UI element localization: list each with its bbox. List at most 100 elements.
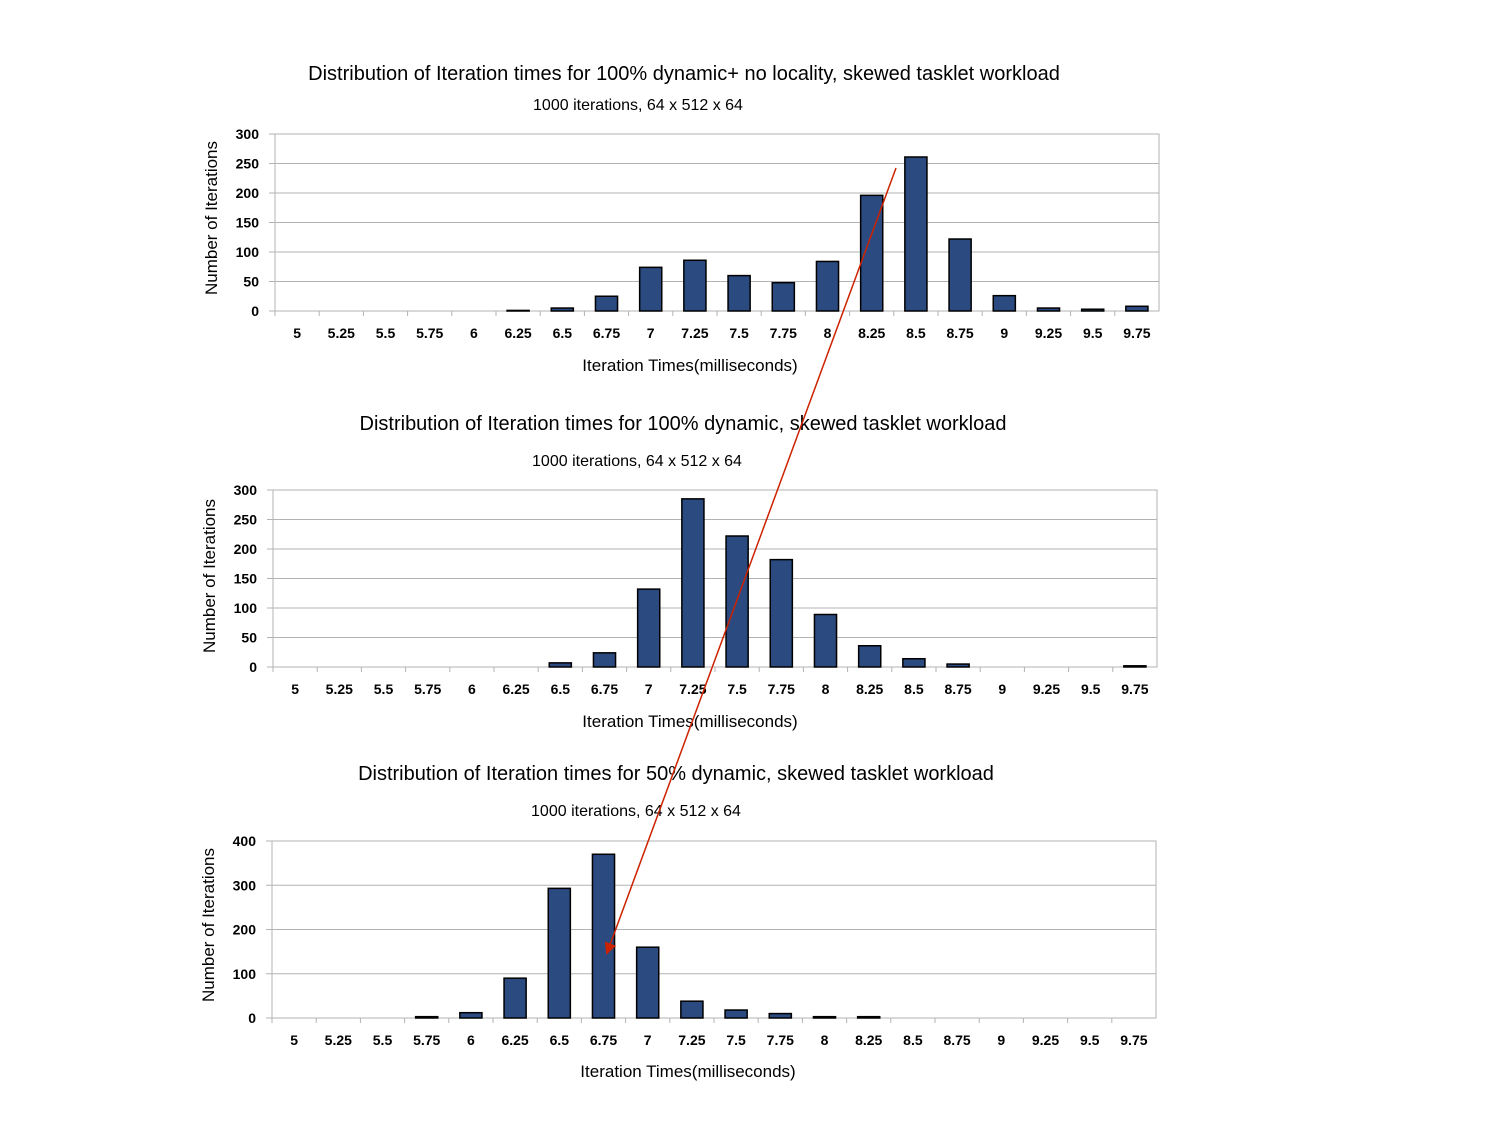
chart-3-subtitle: 1000 iterations, 64 x 512 x 64 <box>531 803 741 820</box>
x-tick-label: 9.5 <box>1080 1032 1100 1048</box>
bar-8 <box>813 613 838 668</box>
chart-1-x-axis-label: Iteration Times(milliseconds) <box>582 356 797 375</box>
bar-6.25 <box>506 309 530 312</box>
bar-8 <box>815 260 840 312</box>
y-tick-label: 50 <box>243 274 259 290</box>
chart-3-grid <box>271 840 1157 1019</box>
bar-7.25 <box>681 498 705 668</box>
x-tick-label: 5 <box>293 325 301 341</box>
x-tick-label: 6.25 <box>501 1032 528 1048</box>
x-tick-label: 6.75 <box>593 325 620 341</box>
y-tick-label: 100 <box>234 600 258 616</box>
annotation-arrow <box>604 167 897 955</box>
bar-7.5 <box>727 274 751 312</box>
bar-5.75 <box>414 1015 439 1019</box>
bar-8 <box>812 1015 837 1019</box>
x-tick-label: 5.5 <box>374 681 394 697</box>
x-tick-label: 9 <box>998 681 1006 697</box>
x-tick-label: 6.25 <box>504 325 531 341</box>
chart-1-bars <box>506 156 1149 312</box>
x-tick-label: 6 <box>468 681 476 697</box>
bar-8.25 <box>857 645 882 668</box>
bar-6.75 <box>591 853 616 1019</box>
x-tick-label: 8 <box>824 325 832 341</box>
chart-1-y-axis-label: Number of Iterations <box>202 141 221 295</box>
x-tick-label: 9.25 <box>1035 325 1062 341</box>
x-tick-label: 8.75 <box>943 1032 970 1048</box>
bar-7.5 <box>724 1009 748 1019</box>
x-tick-label: 8 <box>821 1032 829 1048</box>
y-tick-label: 100 <box>233 966 257 982</box>
bar-7 <box>638 266 663 312</box>
bar-8.25 <box>856 1015 881 1019</box>
bar-8.25 <box>859 194 884 312</box>
x-tick-label: 8 <box>822 681 830 697</box>
x-tick-label: 5.5 <box>373 1032 393 1048</box>
x-tick-label: 7.25 <box>678 1032 705 1048</box>
bar-8.75 <box>946 663 970 668</box>
x-tick-label: 5.75 <box>414 681 441 697</box>
y-tick-label: 200 <box>233 922 257 938</box>
chart-1-grid <box>274 133 1160 312</box>
x-tick-label: 8.5 <box>906 325 926 341</box>
x-tick-label: 9.75 <box>1121 681 1148 697</box>
bar-9.75 <box>1123 665 1147 668</box>
x-tick-label: 9.25 <box>1032 1032 1059 1048</box>
y-tick-label: 400 <box>233 833 257 849</box>
x-tick-label: 9.75 <box>1120 1032 1147 1048</box>
x-tick-label: 9.5 <box>1083 325 1103 341</box>
bar-6.75 <box>592 652 617 668</box>
x-tick-label: 9 <box>1000 325 1008 341</box>
chart-2-title: Distribution of Iteration times for 100%… <box>360 413 1007 435</box>
x-tick-label: 5.25 <box>326 681 353 697</box>
x-tick-label: 5.75 <box>413 1032 440 1048</box>
chart-3-y-ticks: 0 100 200 300 400 <box>233 833 272 1026</box>
y-tick-label: 0 <box>248 1010 256 1026</box>
x-tick-label: 7.25 <box>679 681 706 697</box>
bar-6.5 <box>548 662 573 668</box>
x-tick-label: 8.25 <box>856 681 883 697</box>
y-tick-label: 200 <box>234 541 258 557</box>
x-tick-label: 8.75 <box>946 325 973 341</box>
bar-7 <box>635 946 660 1019</box>
y-tick-label: 0 <box>249 659 257 675</box>
chart-1-subtitle: 1000 iterations, 64 x 512 x 64 <box>533 97 743 114</box>
y-tick-label: 50 <box>241 630 257 646</box>
chart-2: Distribution of Iteration times for 100%… <box>200 413 1158 731</box>
chart-2-x-axis-label: Iteration Times(milliseconds) <box>582 712 797 731</box>
x-tick-label: 7.25 <box>681 325 708 341</box>
chart-3-y-axis-label: Number of Iterations <box>199 848 218 1002</box>
x-tick-label: 7 <box>644 1032 652 1048</box>
x-tick-label: 9 <box>997 1032 1005 1048</box>
y-tick-label: 150 <box>236 215 260 231</box>
chart-2-bars <box>548 498 1147 668</box>
bar-8.75 <box>948 238 972 312</box>
bar-7.75 <box>771 281 796 312</box>
bar-7 <box>636 588 661 668</box>
chart-3-bars <box>414 853 881 1019</box>
y-tick-label: 200 <box>236 185 260 201</box>
y-tick-label: 300 <box>233 877 257 893</box>
bar-6 <box>459 1011 483 1019</box>
x-tick-label: 6.5 <box>553 325 573 341</box>
x-tick-label: 8.75 <box>944 681 971 697</box>
chart-2-y-axis-label: Number of Iterations <box>200 499 219 653</box>
chart-3: Distribution of Iteration times for 50% … <box>199 763 1157 1081</box>
chart-3-x-ticks: 5 5.25 5.5 5.75 6 6.25 6.5 6.75 7 7.25 7.5 7.75 8 8.2… <box>271 1018 1148 1048</box>
bar-9.5 <box>1080 308 1105 312</box>
x-tick-label: 6 <box>467 1032 475 1048</box>
x-tick-label: 6.75 <box>590 1032 617 1048</box>
chart-2-subtitle: 1000 iterations, 64 x 512 x 64 <box>532 453 742 470</box>
x-tick-label: 5.5 <box>376 325 396 341</box>
x-tick-label: 9.5 <box>1081 681 1101 697</box>
chart-2-x-ticks: 5 5.25 5.5 5.75 6 6.25 6.5 6.75 7 7.25 7.5 7.75 8 8.2… <box>272 667 1149 697</box>
x-tick-label: 7.5 <box>727 681 747 697</box>
bar-7.25 <box>680 1000 704 1019</box>
y-tick-label: 100 <box>236 244 260 260</box>
y-tick-label: 0 <box>251 303 259 319</box>
x-tick-label: 5.75 <box>416 325 443 341</box>
x-tick-label: 6.5 <box>551 681 571 697</box>
bar-7.25 <box>683 259 707 312</box>
x-tick-label: 7.5 <box>729 325 749 341</box>
